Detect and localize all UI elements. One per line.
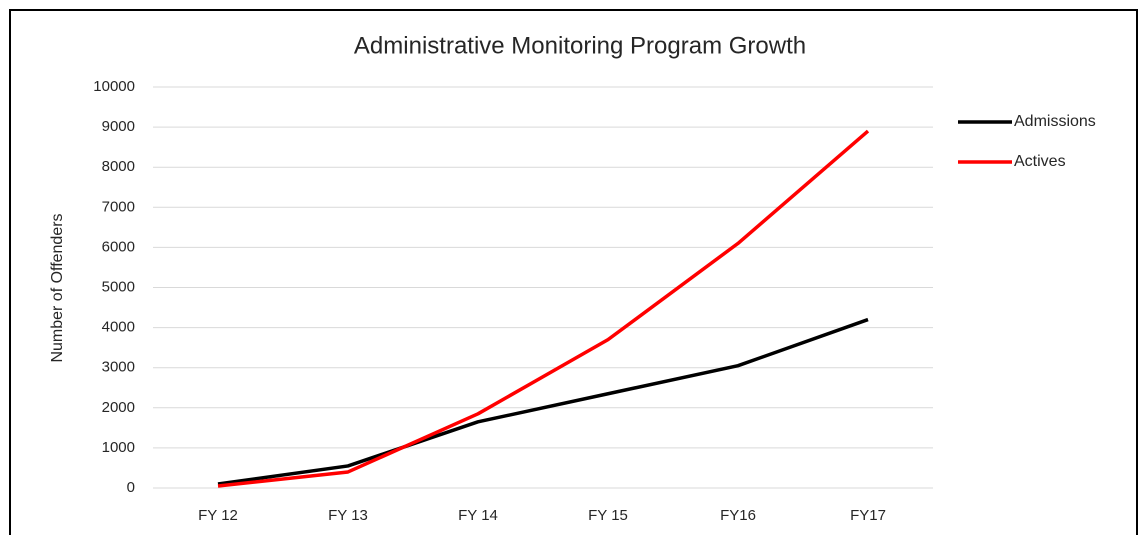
x-tick-label: FY 15 [588, 507, 628, 524]
legend-label: Actives [1014, 153, 1066, 170]
x-tick-label: FY 13 [328, 507, 368, 524]
y-tick-label: 7000 [102, 198, 135, 215]
y-tick-label: 3000 [102, 359, 135, 376]
y-tick-label: 5000 [102, 278, 135, 295]
x-tick-label: FY 12 [198, 507, 238, 524]
y-tick-label: 1000 [102, 439, 135, 456]
chart-frame [9, 9, 1138, 535]
y-tick-label: 6000 [102, 238, 135, 255]
y-tick-label: 10000 [93, 78, 135, 95]
legend-label: Admissions [1014, 113, 1096, 130]
series-line [217, 317, 869, 486]
y-axis-label: Number of Offenders [49, 213, 66, 362]
x-tick-label: FY 14 [458, 507, 498, 524]
y-tick-label: 2000 [102, 399, 135, 416]
y-tick-label: 9000 [102, 118, 135, 135]
series-line [217, 129, 870, 488]
chart-title: Administrative Monitoring Program Growth [354, 32, 806, 59]
y-tick-label: 0 [127, 479, 135, 496]
x-tick-label: FY17 [850, 507, 886, 524]
y-tick-label: 4000 [102, 319, 135, 336]
y-tick-label: 8000 [102, 158, 135, 175]
x-tick-label: FY16 [720, 507, 756, 524]
